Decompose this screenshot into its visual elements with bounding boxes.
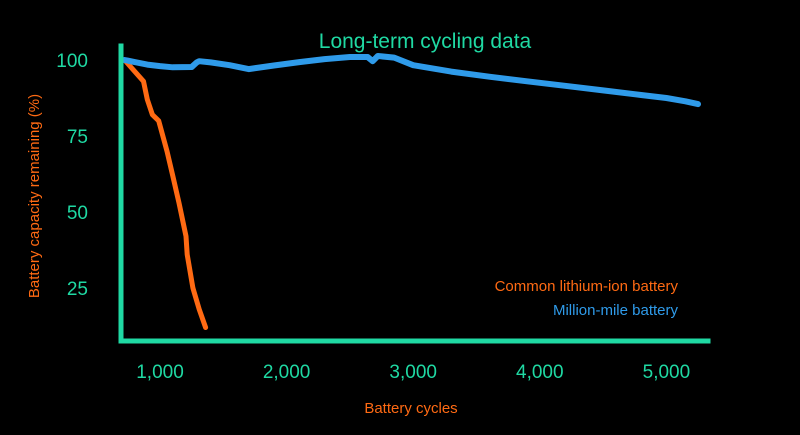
x-tick-label: 3,000	[389, 362, 437, 383]
axes	[118, 43, 711, 344]
x-axis-label: Battery cycles	[364, 400, 457, 417]
x-tick-label: 5,000	[643, 362, 691, 383]
y-axis-label: Battery capacity remaining (%)	[26, 94, 43, 298]
x-tick-label: 2,000	[263, 362, 311, 383]
x-tick-labels: 1,000 2,000 3,000 4,000 5,000	[136, 362, 690, 383]
legend-entry-common-lithium-ion: Common lithium-ion battery	[495, 278, 679, 295]
x-tick-label: 4,000	[516, 362, 564, 383]
x-tick-label: 1,000	[136, 362, 184, 383]
chart-title: Long-term cycling data	[319, 30, 532, 53]
series-line-common-lithium-ion	[122, 57, 209, 330]
y-tick-labels: 100 75 50 25	[56, 51, 88, 300]
y-tick-label: 100	[56, 51, 88, 72]
legend-entry-million-mile: Million-mile battery	[553, 302, 679, 319]
y-tick-label: 25	[67, 279, 88, 300]
legend: Common lithium-ion battery Million-mile …	[495, 278, 679, 319]
y-tick-label: 50	[67, 203, 88, 224]
series-layer	[121, 53, 701, 330]
series-line-million-mile	[121, 53, 701, 108]
y-tick-label: 75	[67, 127, 88, 148]
